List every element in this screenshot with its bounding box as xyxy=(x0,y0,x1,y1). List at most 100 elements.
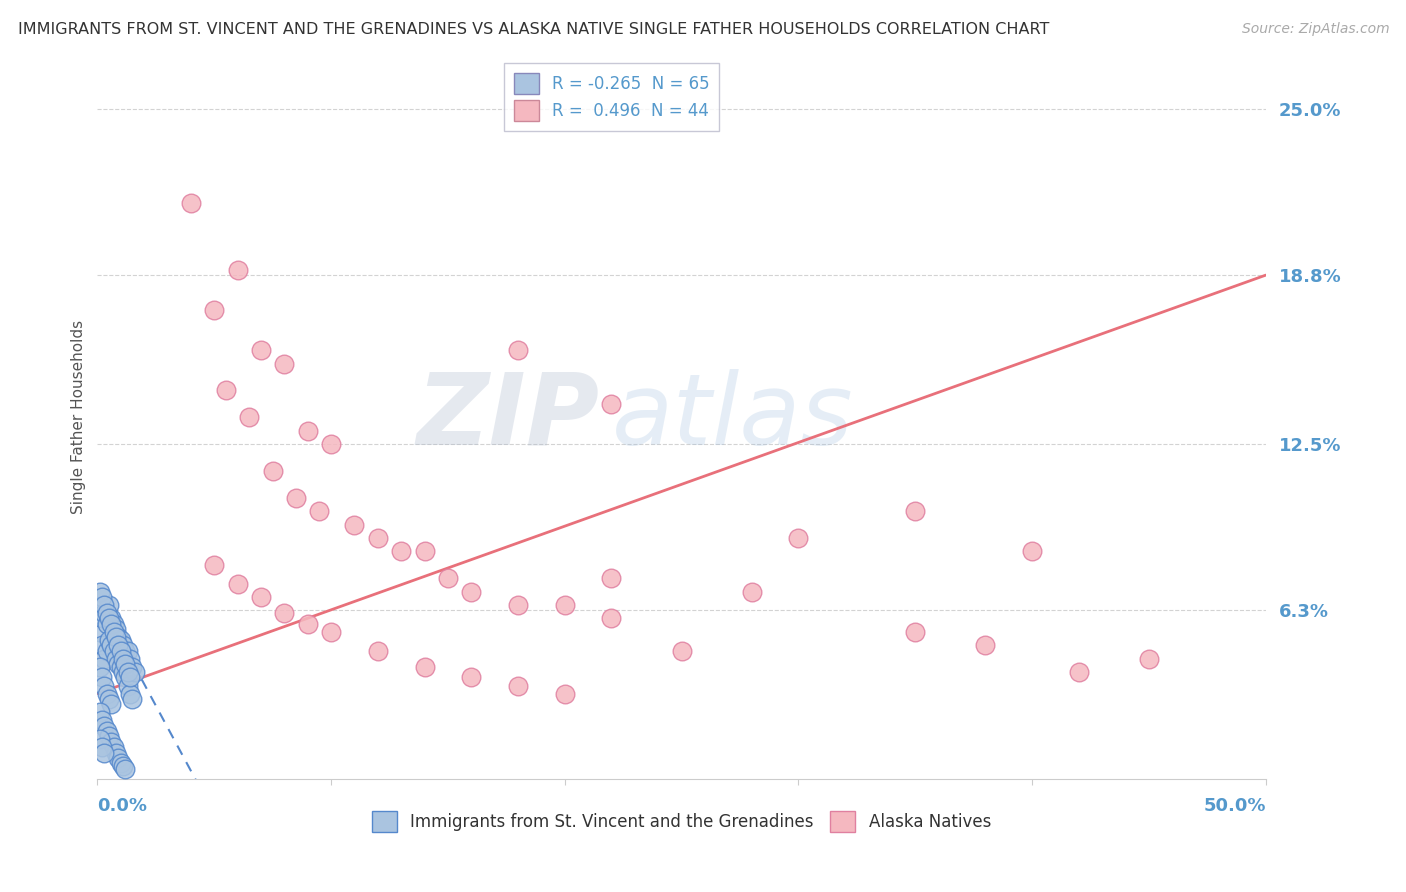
Point xyxy=(904,504,927,518)
Point xyxy=(273,357,295,371)
Point xyxy=(319,624,342,639)
Point xyxy=(787,531,810,545)
Text: IMMIGRANTS FROM ST. VINCENT AND THE GRENADINES VS ALASKA NATIVE SINGLE FATHER HO: IMMIGRANTS FROM ST. VINCENT AND THE GREN… xyxy=(18,22,1050,37)
Point xyxy=(107,630,129,644)
Point xyxy=(110,643,132,657)
Point xyxy=(262,464,284,478)
Point xyxy=(238,410,260,425)
Text: 50.0%: 50.0% xyxy=(1204,797,1265,815)
Point xyxy=(413,544,436,558)
Point xyxy=(103,616,125,631)
Point xyxy=(110,659,132,673)
Point xyxy=(506,598,529,612)
Point xyxy=(600,611,623,625)
Point xyxy=(554,687,576,701)
Point xyxy=(600,571,623,585)
Point xyxy=(120,651,142,665)
Point xyxy=(413,659,436,673)
Point xyxy=(367,531,389,545)
Point xyxy=(98,611,121,625)
Text: atlas: atlas xyxy=(612,368,853,466)
Point xyxy=(93,746,115,760)
Point xyxy=(114,657,136,671)
Point xyxy=(308,504,330,518)
Point xyxy=(98,692,121,706)
Point xyxy=(1137,651,1160,665)
Point xyxy=(112,759,135,773)
Point xyxy=(273,606,295,620)
Point xyxy=(93,598,115,612)
Point xyxy=(124,665,146,679)
Point xyxy=(105,622,128,636)
Point xyxy=(180,195,202,210)
Point xyxy=(506,343,529,358)
Point xyxy=(554,598,576,612)
Point xyxy=(93,651,115,665)
Text: 0.0%: 0.0% xyxy=(97,797,148,815)
Point xyxy=(1021,544,1043,558)
Point xyxy=(89,624,111,639)
Text: ZIP: ZIP xyxy=(416,368,600,466)
Point xyxy=(117,665,139,679)
Point xyxy=(96,687,118,701)
Point xyxy=(105,630,128,644)
Point xyxy=(120,687,142,701)
Point xyxy=(215,384,238,398)
Point xyxy=(96,606,118,620)
Point xyxy=(117,643,139,657)
Point xyxy=(250,343,273,358)
Point xyxy=(319,437,342,451)
Point xyxy=(89,732,111,747)
Point xyxy=(671,643,693,657)
Point xyxy=(100,735,122,749)
Point xyxy=(93,679,115,693)
Point xyxy=(389,544,412,558)
Point xyxy=(121,692,143,706)
Point xyxy=(89,659,111,673)
Point xyxy=(117,679,139,693)
Point xyxy=(226,576,249,591)
Point xyxy=(100,698,122,712)
Point xyxy=(460,584,482,599)
Point xyxy=(226,262,249,277)
Point xyxy=(437,571,460,585)
Point xyxy=(343,517,366,532)
Point xyxy=(105,651,128,665)
Point xyxy=(100,638,122,652)
Point xyxy=(91,590,114,604)
Point xyxy=(98,632,121,647)
Point xyxy=(107,657,129,671)
Point xyxy=(107,638,129,652)
Legend: R = -0.265  N = 65, R =  0.496  N = 44: R = -0.265 N = 65, R = 0.496 N = 44 xyxy=(503,63,720,131)
Point xyxy=(904,624,927,639)
Point xyxy=(91,611,114,625)
Point xyxy=(110,756,132,771)
Point xyxy=(98,598,121,612)
Point xyxy=(100,616,122,631)
Point xyxy=(96,616,118,631)
Point xyxy=(460,670,482,684)
Point xyxy=(103,740,125,755)
Point xyxy=(367,643,389,657)
Point xyxy=(91,670,114,684)
Point xyxy=(202,302,225,317)
Point xyxy=(974,638,997,652)
Point xyxy=(93,606,115,620)
Point xyxy=(112,651,135,665)
Point xyxy=(1067,665,1090,679)
Point xyxy=(105,746,128,760)
Point xyxy=(91,714,114,728)
Point xyxy=(96,724,118,739)
Point xyxy=(89,584,111,599)
Point xyxy=(285,491,308,505)
Point xyxy=(250,590,273,604)
Point xyxy=(89,706,111,720)
Point xyxy=(114,762,136,776)
Point xyxy=(110,632,132,647)
Point xyxy=(103,643,125,657)
Point xyxy=(297,616,319,631)
Point xyxy=(107,751,129,765)
Point xyxy=(91,740,114,755)
Point xyxy=(600,397,623,411)
Point xyxy=(93,719,115,733)
